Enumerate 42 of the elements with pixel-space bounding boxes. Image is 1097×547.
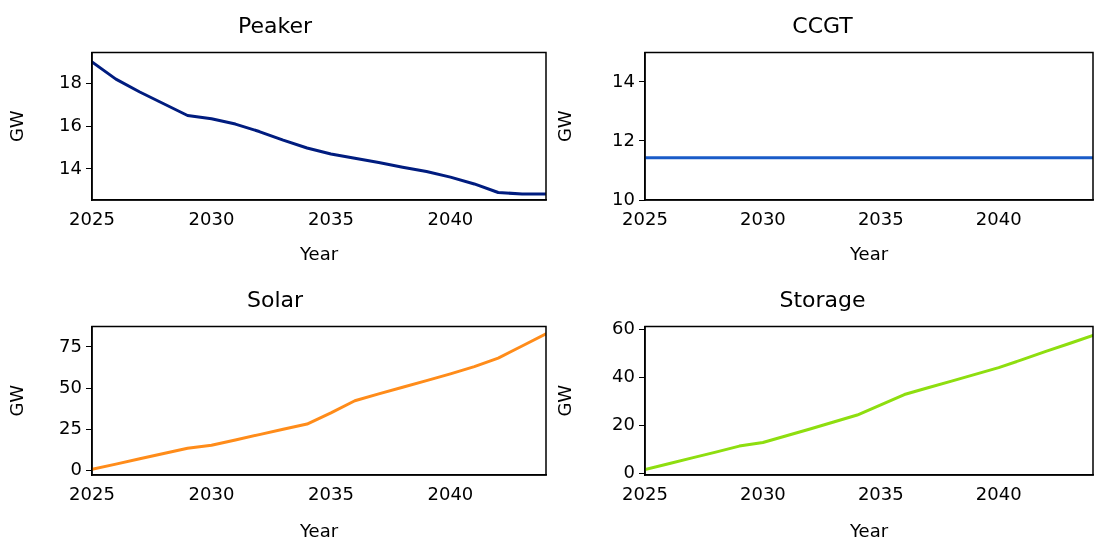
y-tick-label: 50 bbox=[59, 375, 82, 397]
y-tick-label: 20 bbox=[612, 413, 635, 435]
x-axis-title: Year bbox=[848, 242, 889, 264]
y-tick-label: 0 bbox=[70, 458, 82, 480]
y-tick-label: 75 bbox=[59, 334, 82, 356]
x-tick-label: 2035 bbox=[857, 208, 904, 230]
x-tick-label: 2030 bbox=[188, 208, 235, 230]
x-tick-label: 2040 bbox=[427, 208, 474, 230]
x-tick-label: 2025 bbox=[622, 208, 668, 230]
x-tick-label: 2025 bbox=[622, 483, 668, 505]
y-tick-label: 25 bbox=[59, 416, 82, 438]
y-tick-label: 0 bbox=[623, 461, 635, 483]
x-tick-label: 2040 bbox=[975, 483, 1022, 505]
y-tick-label: 40 bbox=[612, 364, 635, 386]
x-tick-label: 2025 bbox=[69, 483, 115, 505]
y-tick-label: 60 bbox=[612, 316, 635, 338]
y-axis-title: GW bbox=[554, 384, 576, 417]
x-tick-label: 2035 bbox=[308, 208, 354, 230]
y-tick-label: 10 bbox=[612, 187, 635, 209]
y-axis-title: GW bbox=[6, 384, 28, 417]
chart-title: Solar bbox=[246, 286, 304, 312]
x-tick-label: 2040 bbox=[975, 208, 1022, 230]
x-tick-label: 2025 bbox=[69, 208, 115, 230]
x-tick-label: 2030 bbox=[188, 483, 235, 505]
y-tick-label: 12 bbox=[612, 128, 635, 150]
y-axis-title: GW bbox=[6, 110, 28, 143]
x-tick-label: 2035 bbox=[308, 483, 354, 505]
x-tick-label: 2030 bbox=[739, 208, 786, 230]
y-tick-label: 18 bbox=[59, 71, 82, 93]
chart-title: Peaker bbox=[237, 12, 313, 38]
y-tick-label: 14 bbox=[59, 156, 82, 178]
chart-title: CCGT bbox=[792, 12, 854, 38]
x-axis-title: Year bbox=[848, 519, 889, 541]
y-axis-title: GW bbox=[554, 110, 576, 143]
x-tick-label: 2040 bbox=[427, 483, 474, 505]
x-tick-label: 2035 bbox=[857, 483, 904, 505]
x-tick-label: 2030 bbox=[739, 483, 786, 505]
y-tick-label: 16 bbox=[59, 113, 82, 135]
x-axis-title: Year bbox=[298, 242, 339, 264]
chart-title: Storage bbox=[779, 286, 866, 312]
x-axis-title: Year bbox=[298, 519, 339, 541]
y-tick-label: 14 bbox=[612, 69, 635, 91]
